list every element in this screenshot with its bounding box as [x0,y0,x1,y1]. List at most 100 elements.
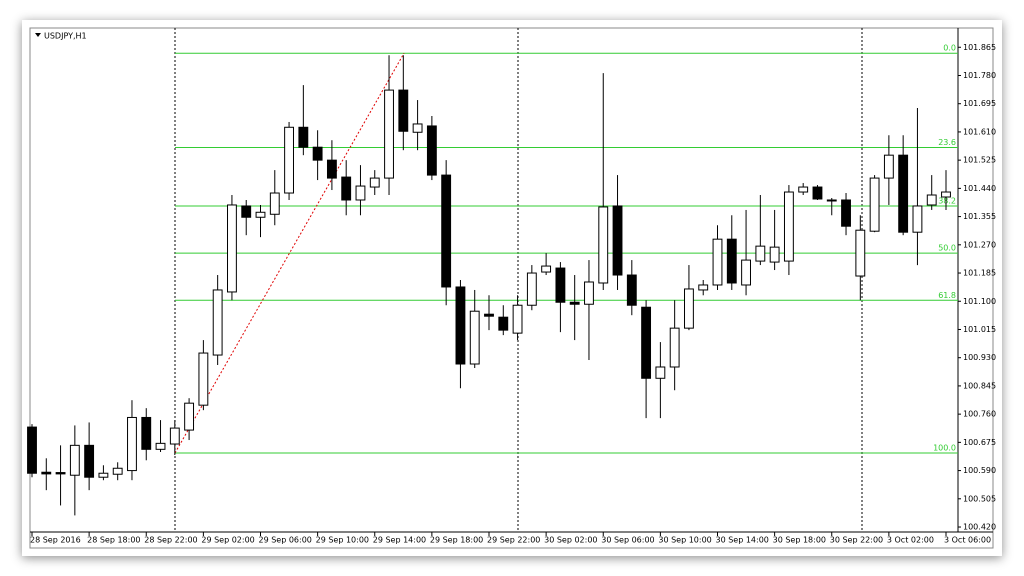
candle-body-up [412,123,423,133]
y-tick-label: 101.185 [963,269,996,278]
candle-body-up [526,272,537,306]
menu-arrow[interactable] [35,33,41,37]
x-tick-label: 3 Oct 06:00 [944,536,991,545]
candle-body-down [441,174,452,288]
candle-body-up [655,366,666,379]
fibo-label: 100.0 [933,443,956,452]
candle-body-down [426,125,437,176]
candle-body-down [726,238,737,284]
fibo-label: 38.2 [938,196,956,205]
y-tick-label: 100.760 [963,410,996,419]
x-tick-label: 29 Sep 02:00 [201,536,254,545]
x-tick-label: 29 Sep 10:00 [316,536,369,545]
candle-body-up [869,177,880,232]
candle-body-up [184,402,195,431]
candle-body-down [555,267,566,303]
y-tick-label: 101.610 [963,127,996,136]
candle-body-down [312,146,323,161]
candle-body-up [269,192,280,215]
candle-body-up [227,204,237,293]
x-tick-label: 28 Sep 18:00 [87,536,140,545]
x-tick-label: 3 Oct 02:00 [887,536,934,545]
candle-body-down [612,205,623,276]
chart-border [29,27,994,549]
x-tick-label: 30 Sep 02:00 [544,536,597,545]
y-tick-label: 100.420 [963,523,996,532]
candle-body-up [741,259,751,286]
x-tick-label: 29 Sep 22:00 [487,536,540,545]
candle-body-up [926,194,937,206]
candle-body-down [326,159,337,179]
candle-body-up [255,211,266,218]
candle-body-up [541,265,552,273]
y-tick-label: 101.695 [963,99,996,108]
y-tick-label: 101.100 [963,297,996,306]
candle-body-up [155,442,166,450]
x-tick-label: 28 Sep 2016 [30,536,81,545]
candle-body-up [855,229,866,277]
candle-body-down [41,471,52,475]
x-tick-label: 30 Sep 18:00 [773,536,826,545]
candle-body-up [212,289,223,356]
candle-body-up [798,186,809,193]
y-tick-label: 101.440 [963,184,996,193]
candle-body-down [341,176,352,201]
y-tick-label: 100.675 [963,438,996,447]
candle-body-down [84,444,95,478]
candle-body-up [598,206,609,284]
x-tick-label: 29 Sep 18:00 [430,536,483,545]
candle-body-up [669,327,680,368]
fibo-label: 61.8 [938,291,956,300]
x-tick-label: 30 Sep 22:00 [830,536,883,545]
fibo-trend [174,52,405,454]
chart-title: USDJPY,H1 [44,32,87,41]
candle-body-down [484,313,494,317]
candle-body-up [684,288,694,329]
candle-body-down [626,274,637,306]
x-tick-label: 29 Sep 14:00 [373,536,426,545]
fibo-label: 0.0 [943,44,956,53]
x-tick-label: 28 Sep 22:00 [144,536,197,545]
candle-body-up [584,281,594,305]
y-tick-label: 100.590 [963,466,996,475]
candle-body-up [883,154,894,179]
x-tick-label: 30 Sep 06:00 [601,536,654,545]
candle-body-up [355,185,366,201]
candle-body-up [912,205,923,233]
candle-body-down [569,301,580,305]
candle-body-down [812,186,823,200]
fibo-label: 23.6 [938,138,956,147]
candle-body-down [641,306,652,379]
candle-body-down [841,199,851,227]
candle-body-up [198,352,209,406]
candle-body-up [112,467,123,475]
fibo-label: 50.0 [938,244,956,253]
candle-body-down [498,316,509,331]
y-tick-label: 100.845 [963,381,996,390]
candle-body-down [241,205,252,218]
y-tick-label: 101.270 [963,240,996,249]
candle-body-up [712,238,723,286]
candle-body-up [169,427,180,445]
candle-body-up [941,191,951,198]
candle-body-down [27,426,37,474]
candle-body-up [127,416,137,472]
y-tick-label: 100.505 [963,494,996,503]
candle-body-up [755,245,766,262]
candle-body-down [298,126,309,148]
y-tick-label: 100.930 [963,353,996,362]
candle-body-up [469,310,480,365]
y-tick-label: 101.525 [963,156,996,165]
candle-body-down [455,286,466,365]
y-tick-label: 101.015 [963,325,996,334]
candle-body-down [141,416,152,450]
candle-body-up [98,472,109,478]
chart-window [22,20,1002,556]
candle-body-up [769,246,780,263]
x-tick-label: 30 Sep 10:00 [658,536,711,545]
candle-body-up [69,444,80,476]
candle-body-up [698,284,709,291]
candle-body-up [369,177,380,188]
